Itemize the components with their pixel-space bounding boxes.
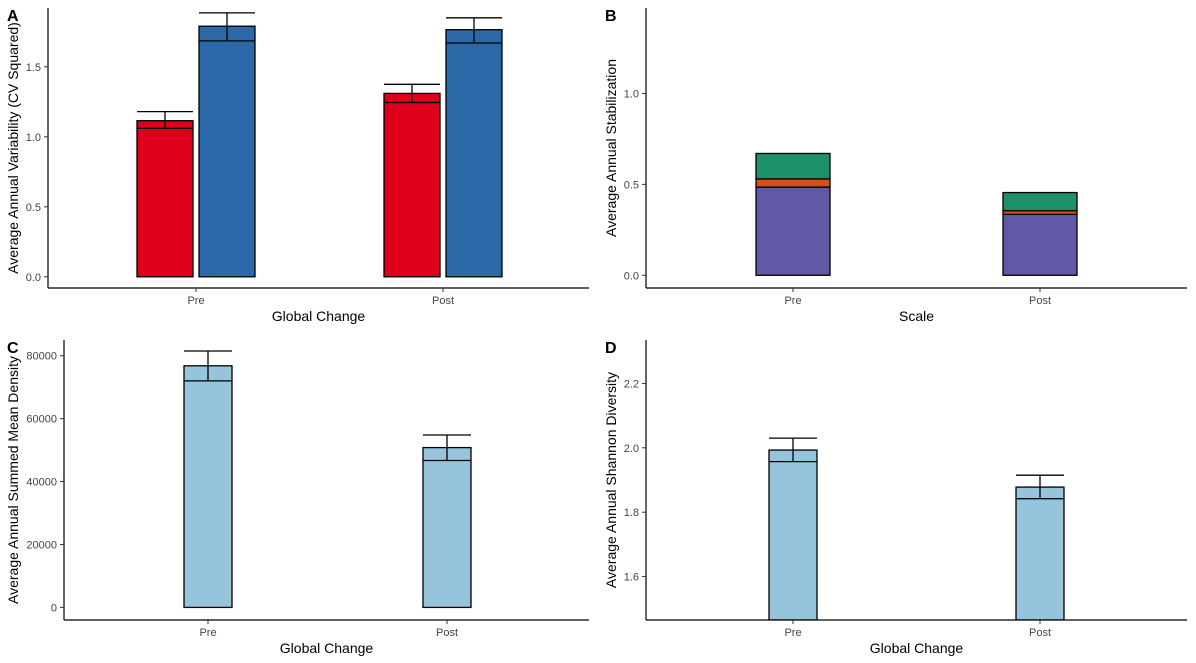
x-tick-label: Post <box>432 295 454 307</box>
y-tick-label: 1.0 <box>624 88 639 100</box>
bar-segment <box>755 186 831 276</box>
y-tick-label: 0 <box>51 602 57 614</box>
bar <box>422 446 472 609</box>
y-tick-label: 2.0 <box>624 443 639 455</box>
y-tick-label: 2.2 <box>624 378 639 390</box>
y-tick-label: 0.0 <box>26 272 41 284</box>
y-tick-label: 1.8 <box>624 507 639 519</box>
y-tick-label: 1.0 <box>26 132 41 144</box>
x-axis-title: Global Change <box>272 308 366 324</box>
y-axis-title: Average Annual Shannon Diversity <box>603 372 619 588</box>
x-axis-title: Scale <box>899 308 934 324</box>
bar-segment <box>1002 191 1078 212</box>
x-axis-title: Global Change <box>280 640 374 656</box>
y-tick-label: 80000 <box>26 351 57 363</box>
y-tick-label: 60000 <box>26 414 57 426</box>
x-tick-label: Pre <box>784 295 801 307</box>
bar <box>1015 486 1065 620</box>
y-tick-label: 0.0 <box>624 270 639 282</box>
bar <box>768 449 818 620</box>
bar-segment <box>755 178 831 188</box>
bar-segment <box>1002 213 1078 276</box>
x-tick-label: Post <box>436 627 458 639</box>
x-tick-label: Pre <box>199 627 216 639</box>
y-tick-label: 1.5 <box>26 62 41 74</box>
y-tick-label: 0.5 <box>26 202 41 214</box>
panel-d: 1.6 1.8 2.0 2.2 Pre Post Global Change Average … <box>603 340 1187 656</box>
panel-a: 0.0 0.5 1.0 1.5 Pre Post Global Change Average … <box>5 8 589 324</box>
plot-area <box>755 152 1078 276</box>
plot-area <box>136 25 503 278</box>
panel-c: 0 20000 40000 60000 80000 Pre Post Global Chang… <box>5 340 589 656</box>
y-axis-title: Average Annual Stabilization <box>603 59 619 237</box>
y-tick-label: 40000 <box>26 477 57 489</box>
y-tick-label: 20000 <box>26 539 57 551</box>
y-tick-label: 0.5 <box>624 179 639 191</box>
x-tick-label: Pre <box>187 295 204 307</box>
y-tick-label: 1.6 <box>624 572 639 584</box>
panel-label: A <box>7 8 19 25</box>
y-axis-title: Average Annual Summed Mean Density <box>5 356 21 604</box>
bar <box>383 92 441 278</box>
bar <box>198 25 256 278</box>
x-tick-label: Pre <box>784 627 801 639</box>
panel-label: C <box>7 340 19 357</box>
y-axis-title: Average Annual Variability (CV Squared) <box>5 22 21 274</box>
panel-label: D <box>605 340 617 357</box>
bar <box>136 120 194 278</box>
bar-segment <box>755 152 831 180</box>
x-tick-label: Post <box>1029 295 1051 307</box>
plot-area <box>183 365 472 609</box>
x-tick-label: Post <box>1029 627 1051 639</box>
plot-area <box>768 449 1065 620</box>
x-axis-title: Global Change <box>870 640 964 656</box>
bar <box>183 365 233 609</box>
panel-label: B <box>605 8 617 25</box>
bar <box>445 29 503 278</box>
panel-b: 0.0 0.5 1.0 Pre Post Scale Average Annual Stab… <box>603 8 1187 324</box>
